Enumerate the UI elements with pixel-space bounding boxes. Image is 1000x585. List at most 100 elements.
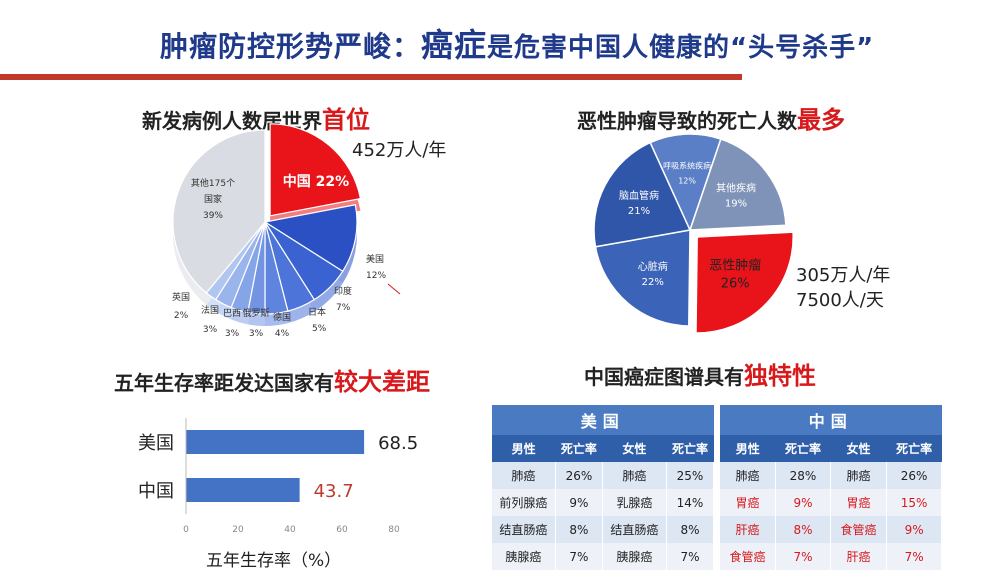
spectrum-heading-prefix: 中国癌症图谱具有 — [584, 365, 744, 389]
pie-value-巴西: 3% — [225, 329, 240, 339]
bar-category-label: 中国 — [138, 481, 174, 502]
survival-heading-prefix: 五年生存率距发达国家有 — [114, 371, 334, 395]
table-cell: 前列腺癌 — [492, 489, 556, 516]
table-header: 男性 — [492, 435, 556, 462]
table-row: 胃癌 9% 胃癌 15% — [720, 489, 942, 516]
pie-slice-其他疾病 — [688, 138, 787, 231]
pie-label-德国: 德国 — [273, 311, 291, 323]
table-header: 死亡率 — [886, 435, 942, 462]
pie-value-美国: 12% — [366, 271, 386, 281]
cn-table-band: 中国 — [720, 405, 942, 435]
pie-label-俄罗斯: 俄罗斯 — [242, 307, 269, 319]
spectrum-heading-highlight: 独特性 — [744, 362, 816, 390]
table-cell: 9% — [555, 489, 603, 516]
table-cell: 7% — [886, 543, 942, 570]
mortality-heading: 恶性肿瘤导致的死亡人数最多 — [577, 100, 845, 135]
table-row: 前列腺癌 9% 乳腺癌 14% — [492, 489, 715, 516]
bar-value-label: 68.5 — [378, 433, 418, 454]
table-cell: 肝癌 — [720, 516, 777, 543]
bar-x-tick: 20 — [232, 525, 244, 535]
table-cell: 胰腺癌 — [492, 543, 556, 570]
table-header: 死亡率 — [555, 435, 603, 462]
pie-label-美国: 美国 — [366, 253, 384, 265]
table-cell: 8% — [775, 516, 831, 543]
table-cell: 肺癌 — [492, 462, 556, 489]
table-cell: 肺癌 — [720, 462, 777, 489]
bar-x-tick: 80 — [388, 525, 400, 535]
pie-label-心脏病: 心脏病 — [638, 260, 668, 273]
pie-value-俄罗斯: 3% — [249, 329, 264, 339]
table-cell: 食管癌 — [720, 543, 777, 570]
table-header: 男性 — [720, 435, 776, 462]
pie-value-其他疾病: 19% — [725, 198, 747, 209]
pie-value-印度: 7% — [336, 303, 351, 313]
bar-美国 — [186, 430, 365, 454]
table-cell: 胃癌 — [720, 489, 777, 516]
bar-category-label: 美国 — [138, 433, 174, 454]
table-cell: 9% — [886, 516, 942, 543]
incidence-callout: 452万人/年 — [352, 140, 446, 161]
title-highlight: 癌症 — [421, 26, 488, 64]
table-cell: 肝癌 — [830, 543, 888, 570]
bar-中国 — [186, 478, 300, 502]
pie-value-英国: 2% — [174, 311, 189, 321]
pie-label-巴西: 巴西 — [223, 308, 241, 319]
table-cell: 8% — [555, 516, 603, 543]
survival-heading: 五年生存率距发达国家有较大差距 — [114, 362, 430, 397]
pie-label-日本: 日本 — [308, 306, 326, 318]
mortality-callout-line1: 305万人/年 — [796, 265, 890, 286]
spectrum-heading: 中国癌症图谱具有独特性 — [584, 356, 816, 391]
pie-slice-恶性肿瘤 — [695, 231, 794, 334]
table-header: 死亡率 — [775, 435, 831, 462]
table-cell: 胰腺癌 — [602, 543, 667, 570]
page-title: 肿瘤防控形势严峻：癌症是危害中国人健康的“头号杀手” — [160, 20, 960, 66]
bar-x-tick: 40 — [284, 525, 296, 535]
table-cell: 8% — [666, 516, 715, 543]
table-cell: 食管癌 — [830, 516, 888, 543]
table-cell: 肺癌 — [830, 462, 888, 489]
pie-label-脑血管病: 脑血管病 — [619, 189, 659, 202]
table-cell: 26% — [886, 462, 942, 489]
pie-slice-美国 — [263, 204, 358, 273]
pie-slice-其他175个国家 — [172, 129, 266, 294]
bar-value-label: 43.7 — [314, 481, 354, 502]
table-row: 食管癌 7% 肝癌 7% — [720, 543, 942, 570]
incidence-pie-chart: 中国 22%其他175个国家39%美国12%印度7%日本5%德国4%俄罗斯3%巴… — [172, 123, 401, 339]
table-cell: 14% — [666, 489, 715, 516]
pie-label-others: 国家 — [204, 193, 222, 205]
title-divider — [0, 74, 742, 80]
table-cell: 26% — [555, 462, 603, 489]
table-row: 胰腺癌 7% 胰腺癌 7% — [492, 543, 715, 570]
survival-axis-title: 五年生存率（%） — [206, 551, 342, 571]
table-cell: 乳腺癌 — [602, 489, 667, 516]
pie-value-日本: 5% — [312, 324, 327, 334]
survival-heading-highlight: 较大差距 — [334, 368, 430, 396]
pie-label-others-value: 39% — [203, 211, 223, 221]
mortality-pie-chart: 恶性肿瘤 26% 心脏病 22% 脑血管病 21% 呼吸系统疾病 12% 其他疾病 19% — [593, 133, 794, 334]
pie-label-呼吸系统疾病: 呼吸系统疾病 — [663, 160, 711, 170]
table-cell: 肺癌 — [602, 462, 667, 489]
table-header: 女性 — [830, 435, 887, 462]
survival-bar-chart: 美国 68.5 中国 43.7 0 20 40 60 80 — [138, 418, 418, 535]
table-cell: 25% — [666, 462, 715, 489]
pie-value-呼吸系统疾病: 12% — [678, 176, 696, 185]
table-cell: 胃癌 — [830, 489, 888, 516]
pie-slice-心脏病 — [594, 229, 691, 327]
pie-value-心脏病: 22% — [642, 277, 664, 288]
pie-label-其他疾病: 其他疾病 — [716, 181, 756, 194]
table-cell: 28% — [775, 462, 831, 489]
table-header: 死亡率 — [666, 435, 714, 462]
pie-label-others: 其他175个 — [191, 177, 235, 189]
title-part1: 肿瘤防控形势严峻： — [160, 30, 422, 63]
table-cell: 7% — [775, 543, 831, 570]
table-row: 结直肠癌 8% 结直肠癌 8% — [492, 516, 715, 543]
incidence-heading-highlight: 首位 — [322, 106, 370, 134]
pie-label-法国: 法国 — [201, 304, 219, 316]
pie-label-china: 中国 22% — [283, 173, 349, 190]
pie-value-恶性肿瘤: 26% — [721, 277, 750, 292]
table-row: 肝癌 8% 食管癌 9% — [720, 516, 942, 543]
pie-slice-脑血管病 — [593, 141, 692, 248]
pie-label-英国: 英国 — [172, 291, 190, 303]
table-cell: 结直肠癌 — [492, 516, 556, 543]
table-cell: 9% — [775, 489, 831, 516]
